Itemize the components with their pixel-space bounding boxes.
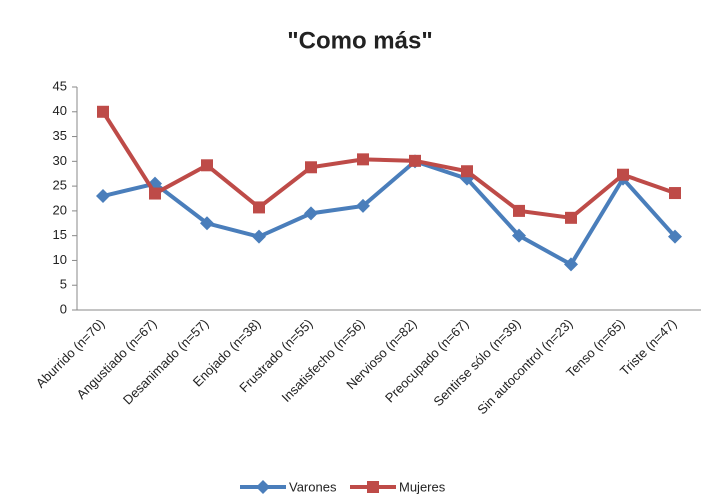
y-tick-label: 5 xyxy=(60,277,67,292)
x-tick-label: Sentirse sólo (n=39) xyxy=(430,316,523,409)
data-point xyxy=(252,229,266,244)
data-point xyxy=(201,159,213,172)
series-line xyxy=(102,159,677,268)
x-tick-label: Sin autocontrol (n=23) xyxy=(474,316,575,417)
legend-label: Mujeres xyxy=(399,479,446,494)
y-tick-label: 40 xyxy=(53,103,67,118)
data-point xyxy=(200,216,214,231)
data-point xyxy=(669,187,681,200)
data-point xyxy=(304,206,318,221)
data-point xyxy=(564,257,578,272)
legend-marker xyxy=(256,480,270,494)
data-point xyxy=(356,198,370,213)
y-tick-label: 25 xyxy=(53,178,67,193)
data-point xyxy=(357,153,369,166)
legend-label: Varones xyxy=(289,479,337,494)
data-point xyxy=(97,105,109,118)
legend-marker xyxy=(367,481,379,493)
y-tick-label: 45 xyxy=(53,78,67,93)
y-tick-label: 0 xyxy=(60,301,67,316)
data-point xyxy=(96,189,110,204)
data-point xyxy=(305,161,317,174)
y-tick-label: 10 xyxy=(53,252,67,267)
y-tick-label: 30 xyxy=(53,153,67,168)
data-point xyxy=(253,201,265,214)
series-line xyxy=(101,110,676,220)
x-tick-label: Desanimado (n=57) xyxy=(120,316,212,408)
data-point xyxy=(512,228,526,243)
data-point xyxy=(565,211,577,224)
data-point xyxy=(513,204,525,217)
y-tick-label: 20 xyxy=(53,202,67,217)
data-point xyxy=(409,154,421,167)
data-point xyxy=(149,187,161,200)
data-point xyxy=(617,168,629,181)
data-point xyxy=(668,229,682,244)
y-tick-label: 35 xyxy=(53,128,67,143)
data-point xyxy=(461,165,473,178)
y-tick-label: 15 xyxy=(53,227,67,242)
chart-title: "Como más" xyxy=(287,27,432,54)
